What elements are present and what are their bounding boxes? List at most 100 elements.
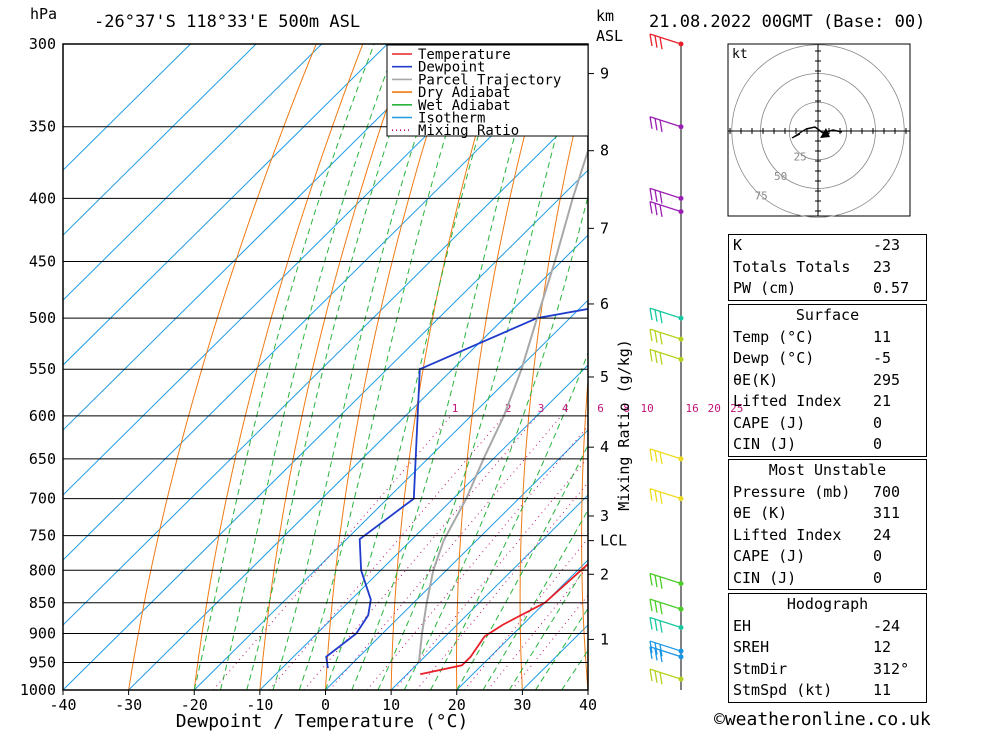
- row-value: 0: [873, 568, 883, 587]
- pressure-tick-label: 1000: [20, 681, 56, 699]
- row-key: PW (cm): [733, 279, 797, 297]
- series-dewpoint: [325, 308, 588, 669]
- mixing-ratio-label: 16: [686, 402, 699, 415]
- pressure-tick-label: 350: [29, 118, 56, 136]
- pressure-tick-label: 400: [29, 189, 56, 207]
- row-key: θE(K): [733, 370, 779, 389]
- legend-entry: Isotherm: [418, 111, 485, 127]
- table-row: Lifted Index 21: [729, 391, 926, 413]
- wind-barb: [649, 646, 682, 663]
- row-value: -24: [873, 616, 901, 635]
- dry-adiabat-line: [128, 44, 317, 690]
- mixing-ratio-axis-label: Mixing Ratio (g/kg): [615, 339, 633, 511]
- wind-barb: [649, 668, 682, 685]
- table-row: StmSpd (kt) 11: [729, 680, 926, 702]
- pressure-tick-label: 450: [29, 253, 56, 271]
- pressure-tick-label: 750: [29, 527, 56, 545]
- pressure-tick-label: 800: [29, 561, 56, 579]
- mixing-ratio-label: 25: [730, 402, 743, 415]
- isotherm-line: [325, 429, 588, 690]
- height-tick-label: 2: [600, 565, 609, 583]
- pressure-tick-label: 600: [29, 407, 56, 425]
- hodograph-title: Hodograph: [786, 595, 869, 613]
- row-key: K: [733, 236, 743, 254]
- wind-barb: [649, 33, 682, 50]
- wind-barb: [649, 572, 682, 589]
- table-row: SREH 12: [729, 637, 926, 659]
- temperature-tick-label: -10: [246, 696, 273, 714]
- row-value: -5: [873, 349, 892, 367]
- height-tick-label: LCL: [600, 532, 627, 550]
- isobars: [63, 43, 588, 691]
- row-value: 295: [873, 370, 901, 389]
- pressure-tick-label: 900: [29, 624, 56, 642]
- isotherm-line: [63, 44, 257, 236]
- wind-barb: [649, 200, 682, 217]
- wind-barb: [649, 598, 682, 615]
- mixing-ratio-label: 4: [562, 402, 569, 415]
- copyright[interactable]: ©weatheronline.co.uk: [714, 709, 931, 730]
- row-key: CAPE (J): [733, 413, 806, 432]
- row-value: -23: [873, 236, 901, 254]
- height-tick-label: 4: [600, 438, 609, 456]
- row-value: 12: [873, 638, 892, 656]
- legend-entry: Temperature: [418, 47, 511, 63]
- table-row: Dewp (°C) -5: [729, 348, 926, 370]
- table-row: Pressure (mb) 700: [729, 482, 926, 504]
- table-row: CIN (J) 0: [729, 568, 926, 590]
- mixing-ratio-label: 3: [538, 402, 545, 415]
- pressure-tick-label: 950: [29, 653, 56, 671]
- table-row: CAPE (J) 0: [729, 413, 926, 435]
- height-tick-label: 5: [600, 368, 609, 386]
- wet-adiabat-line: [246, 44, 421, 690]
- mixing-ratio-label: 6: [597, 402, 604, 415]
- table-row: K -23: [729, 235, 926, 257]
- isotherm-line: [63, 104, 588, 626]
- row-key: EH: [733, 616, 752, 635]
- row-value: 0: [873, 547, 883, 565]
- isotherm-line: [456, 559, 588, 690]
- hodograph-table: Hodograph EH -24 SREH 12 StmDir 312° StmSpd (k…: [728, 593, 927, 703]
- hodograph-ring-label: 75: [755, 190, 768, 203]
- temperature-tick-label: -20: [181, 696, 208, 714]
- mixing-ratio-line: [366, 425, 588, 690]
- pressure-tick-label: 700: [29, 490, 56, 508]
- pressure-tick-label: 850: [29, 594, 56, 612]
- table-row: StmDir 312°: [729, 659, 926, 681]
- row-value: 21: [873, 392, 892, 410]
- table-row: θE (K) 311: [729, 503, 926, 525]
- mixing-ratio-line: [268, 415, 505, 690]
- height-tick-label: 1: [600, 630, 609, 648]
- dry-adiabat-line: [325, 44, 457, 690]
- km-label: km: [596, 7, 614, 25]
- wind-barb: [649, 307, 682, 324]
- isotherm-line: [63, 44, 519, 496]
- dry-adiabat-line: [519, 70, 588, 690]
- table-row: Temp (°C) 11: [729, 327, 926, 349]
- wet-adiabat-line: [430, 351, 588, 690]
- wet-adiabat-line: [272, 44, 447, 690]
- temperature-tick-label: 0: [321, 696, 330, 714]
- isotherm-line: [63, 44, 454, 431]
- row-key: CIN (J): [733, 568, 797, 587]
- mixing-ratio-label: 2: [505, 402, 512, 415]
- row-key: θE (K): [733, 504, 788, 522]
- legend-entry: Mixing Ratio: [418, 123, 519, 139]
- pressure-tick-label: 300: [29, 35, 56, 53]
- dry-adiabat-line: [964, 44, 1000, 690]
- row-value: 0: [873, 435, 883, 453]
- series-temperature: [420, 562, 588, 676]
- table-row: CAPE (J) 0: [729, 546, 926, 568]
- mixing-ratio-label: 20: [708, 402, 721, 415]
- height-tick-label: 9: [600, 65, 609, 83]
- plot-frame: [62, 43, 589, 691]
- wind-level-dot: [678, 124, 684, 130]
- isotherm-line: [259, 364, 588, 690]
- wet-adiabat-line: [403, 194, 588, 690]
- row-key: SREH: [733, 638, 770, 656]
- x-axis-label: Dewpoint / Temperature (°C): [176, 711, 469, 732]
- series-parcel-trajectory: [417, 147, 588, 663]
- legend-entry: Dry Adiabat: [418, 85, 511, 101]
